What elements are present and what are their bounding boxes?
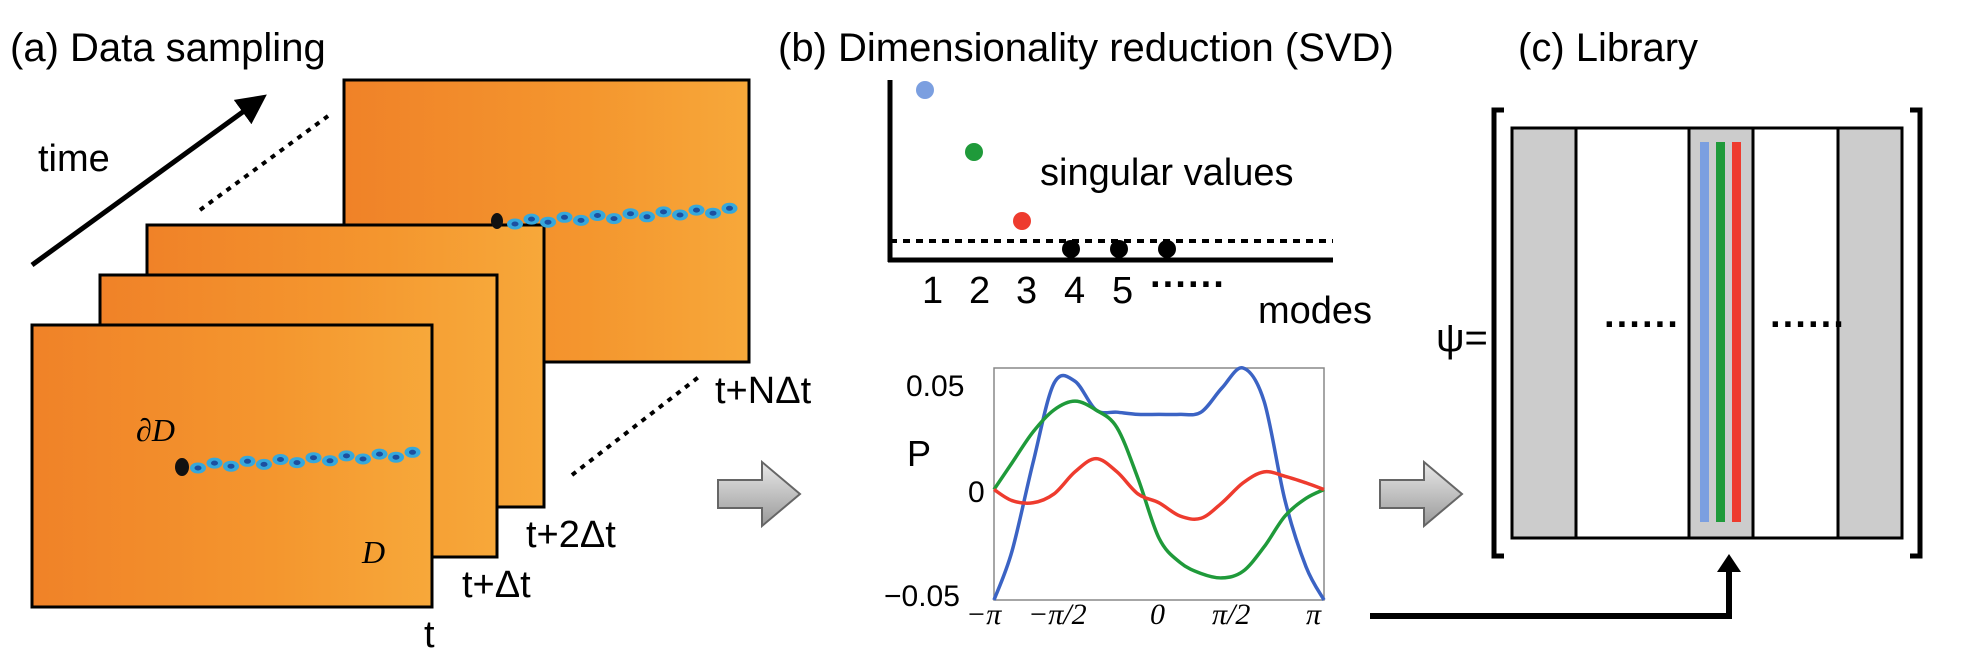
vortex-core bbox=[376, 451, 383, 457]
vortex-core bbox=[260, 461, 268, 467]
vortex-core bbox=[343, 453, 350, 459]
vortex-core bbox=[310, 455, 317, 461]
mode-tick-2: 2 bbox=[969, 270, 991, 312]
mode-tick-ellipsis: ······ bbox=[1150, 264, 1226, 306]
plot-xtick-3: 0 bbox=[1150, 598, 1165, 631]
plot-xtick-1: −π bbox=[966, 598, 1002, 631]
plot-xtick-2: −π/2 bbox=[1028, 598, 1087, 631]
mode-tick-3: 3 bbox=[1016, 270, 1038, 312]
vortex-core bbox=[359, 456, 367, 462]
vortex-core bbox=[528, 216, 535, 222]
singular-value-dot-2 bbox=[965, 143, 983, 161]
vortex-core bbox=[693, 207, 700, 213]
frame-label-t-dt: t+Δt bbox=[462, 564, 531, 606]
mode-plot bbox=[992, 366, 1326, 601]
panel-b-title: (b) Dimensionality reduction (SVD) bbox=[778, 26, 1394, 70]
frame-label-t: t bbox=[424, 614, 435, 656]
vortex-core bbox=[211, 460, 218, 466]
vortex-core bbox=[277, 457, 284, 462]
cylinder-body-back bbox=[491, 213, 503, 229]
connector-arrowhead bbox=[1717, 554, 1741, 572]
frame-label-t-2dt: t+2Δt bbox=[526, 514, 616, 556]
vortex-core bbox=[392, 454, 400, 460]
vortex-core bbox=[627, 211, 634, 217]
library-dots-right: ······ bbox=[1770, 304, 1846, 346]
vortex-core bbox=[293, 460, 301, 466]
right-bracket bbox=[1910, 107, 1923, 559]
library-dots-left: ······ bbox=[1604, 304, 1680, 346]
mode-tick-1: 1 bbox=[922, 270, 944, 312]
vortex-core bbox=[227, 463, 235, 469]
vortex-core bbox=[643, 214, 651, 220]
connector-arrow bbox=[1370, 566, 1732, 619]
psi-label: ψ= bbox=[1436, 316, 1488, 360]
plot-xtick-5: π bbox=[1306, 598, 1322, 631]
vortex-core bbox=[544, 219, 552, 225]
vortex-core bbox=[561, 214, 568, 220]
vortex-core bbox=[194, 465, 202, 471]
vortex-core bbox=[726, 205, 733, 211]
singular-value-dot-3 bbox=[1013, 212, 1031, 230]
vortex-core bbox=[660, 209, 667, 215]
process-arrow-2 bbox=[1379, 459, 1464, 529]
singular-values-label: singular values bbox=[1040, 152, 1294, 194]
panel-a-title: (a) Data sampling bbox=[10, 26, 326, 70]
dotted-connector-bottom bbox=[570, 374, 702, 477]
plot-ytick-bottom: −0.05 bbox=[884, 580, 960, 613]
time-arrow bbox=[30, 94, 267, 268]
vortex-core bbox=[409, 449, 416, 455]
sv-dots bbox=[916, 81, 1176, 258]
vortex-core bbox=[244, 458, 251, 464]
library-matrix bbox=[1491, 107, 1923, 559]
left-bracket bbox=[1491, 107, 1504, 559]
dotted-connector-top bbox=[198, 114, 330, 212]
vortex-core bbox=[709, 210, 717, 216]
panel-c-title: (c) Library bbox=[1518, 26, 1699, 70]
plot-ylabel: P bbox=[907, 433, 932, 474]
cylinder-body bbox=[175, 458, 189, 476]
wake-trail-front bbox=[190, 446, 421, 474]
frame-label-t-Ndt: t+NΔt bbox=[715, 370, 812, 412]
singular-value-dot-5 bbox=[1110, 240, 1128, 258]
vortex-core bbox=[511, 221, 519, 227]
vortex-core bbox=[594, 213, 601, 218]
vortex-core bbox=[326, 458, 334, 464]
mode-curve-3 bbox=[993, 456, 1325, 521]
mode-tick-5: 5 bbox=[1112, 270, 1134, 312]
vortex-core bbox=[676, 212, 684, 218]
boundary-label: ∂D bbox=[136, 412, 175, 448]
library-mode-3 bbox=[1732, 142, 1741, 522]
singular-value-dot-1 bbox=[916, 81, 934, 99]
wake-trail-back bbox=[507, 202, 738, 230]
plot-ytick-top: 0.05 bbox=[906, 370, 965, 403]
modes-label: modes bbox=[1258, 290, 1373, 332]
plot-ytick-zero: 0 bbox=[968, 476, 985, 509]
singular-value-dot-6 bbox=[1158, 240, 1176, 258]
library-column-left bbox=[1510, 126, 1578, 540]
mode-tick-4: 4 bbox=[1064, 270, 1086, 312]
sv-axes bbox=[887, 80, 1333, 263]
library-mode-2 bbox=[1716, 142, 1725, 522]
time-label: time bbox=[38, 138, 110, 180]
mode-curve-2 bbox=[992, 399, 1325, 580]
process-arrow-1 bbox=[717, 459, 802, 529]
plot-xtick-4: π/2 bbox=[1212, 598, 1251, 631]
singular-value-dot-4 bbox=[1062, 240, 1080, 258]
library-mode-1 bbox=[1700, 142, 1709, 522]
vortex-core bbox=[610, 216, 618, 222]
vortex-core bbox=[577, 217, 585, 223]
domain-label: D bbox=[362, 534, 386, 570]
library-column-right bbox=[1836, 126, 1904, 540]
